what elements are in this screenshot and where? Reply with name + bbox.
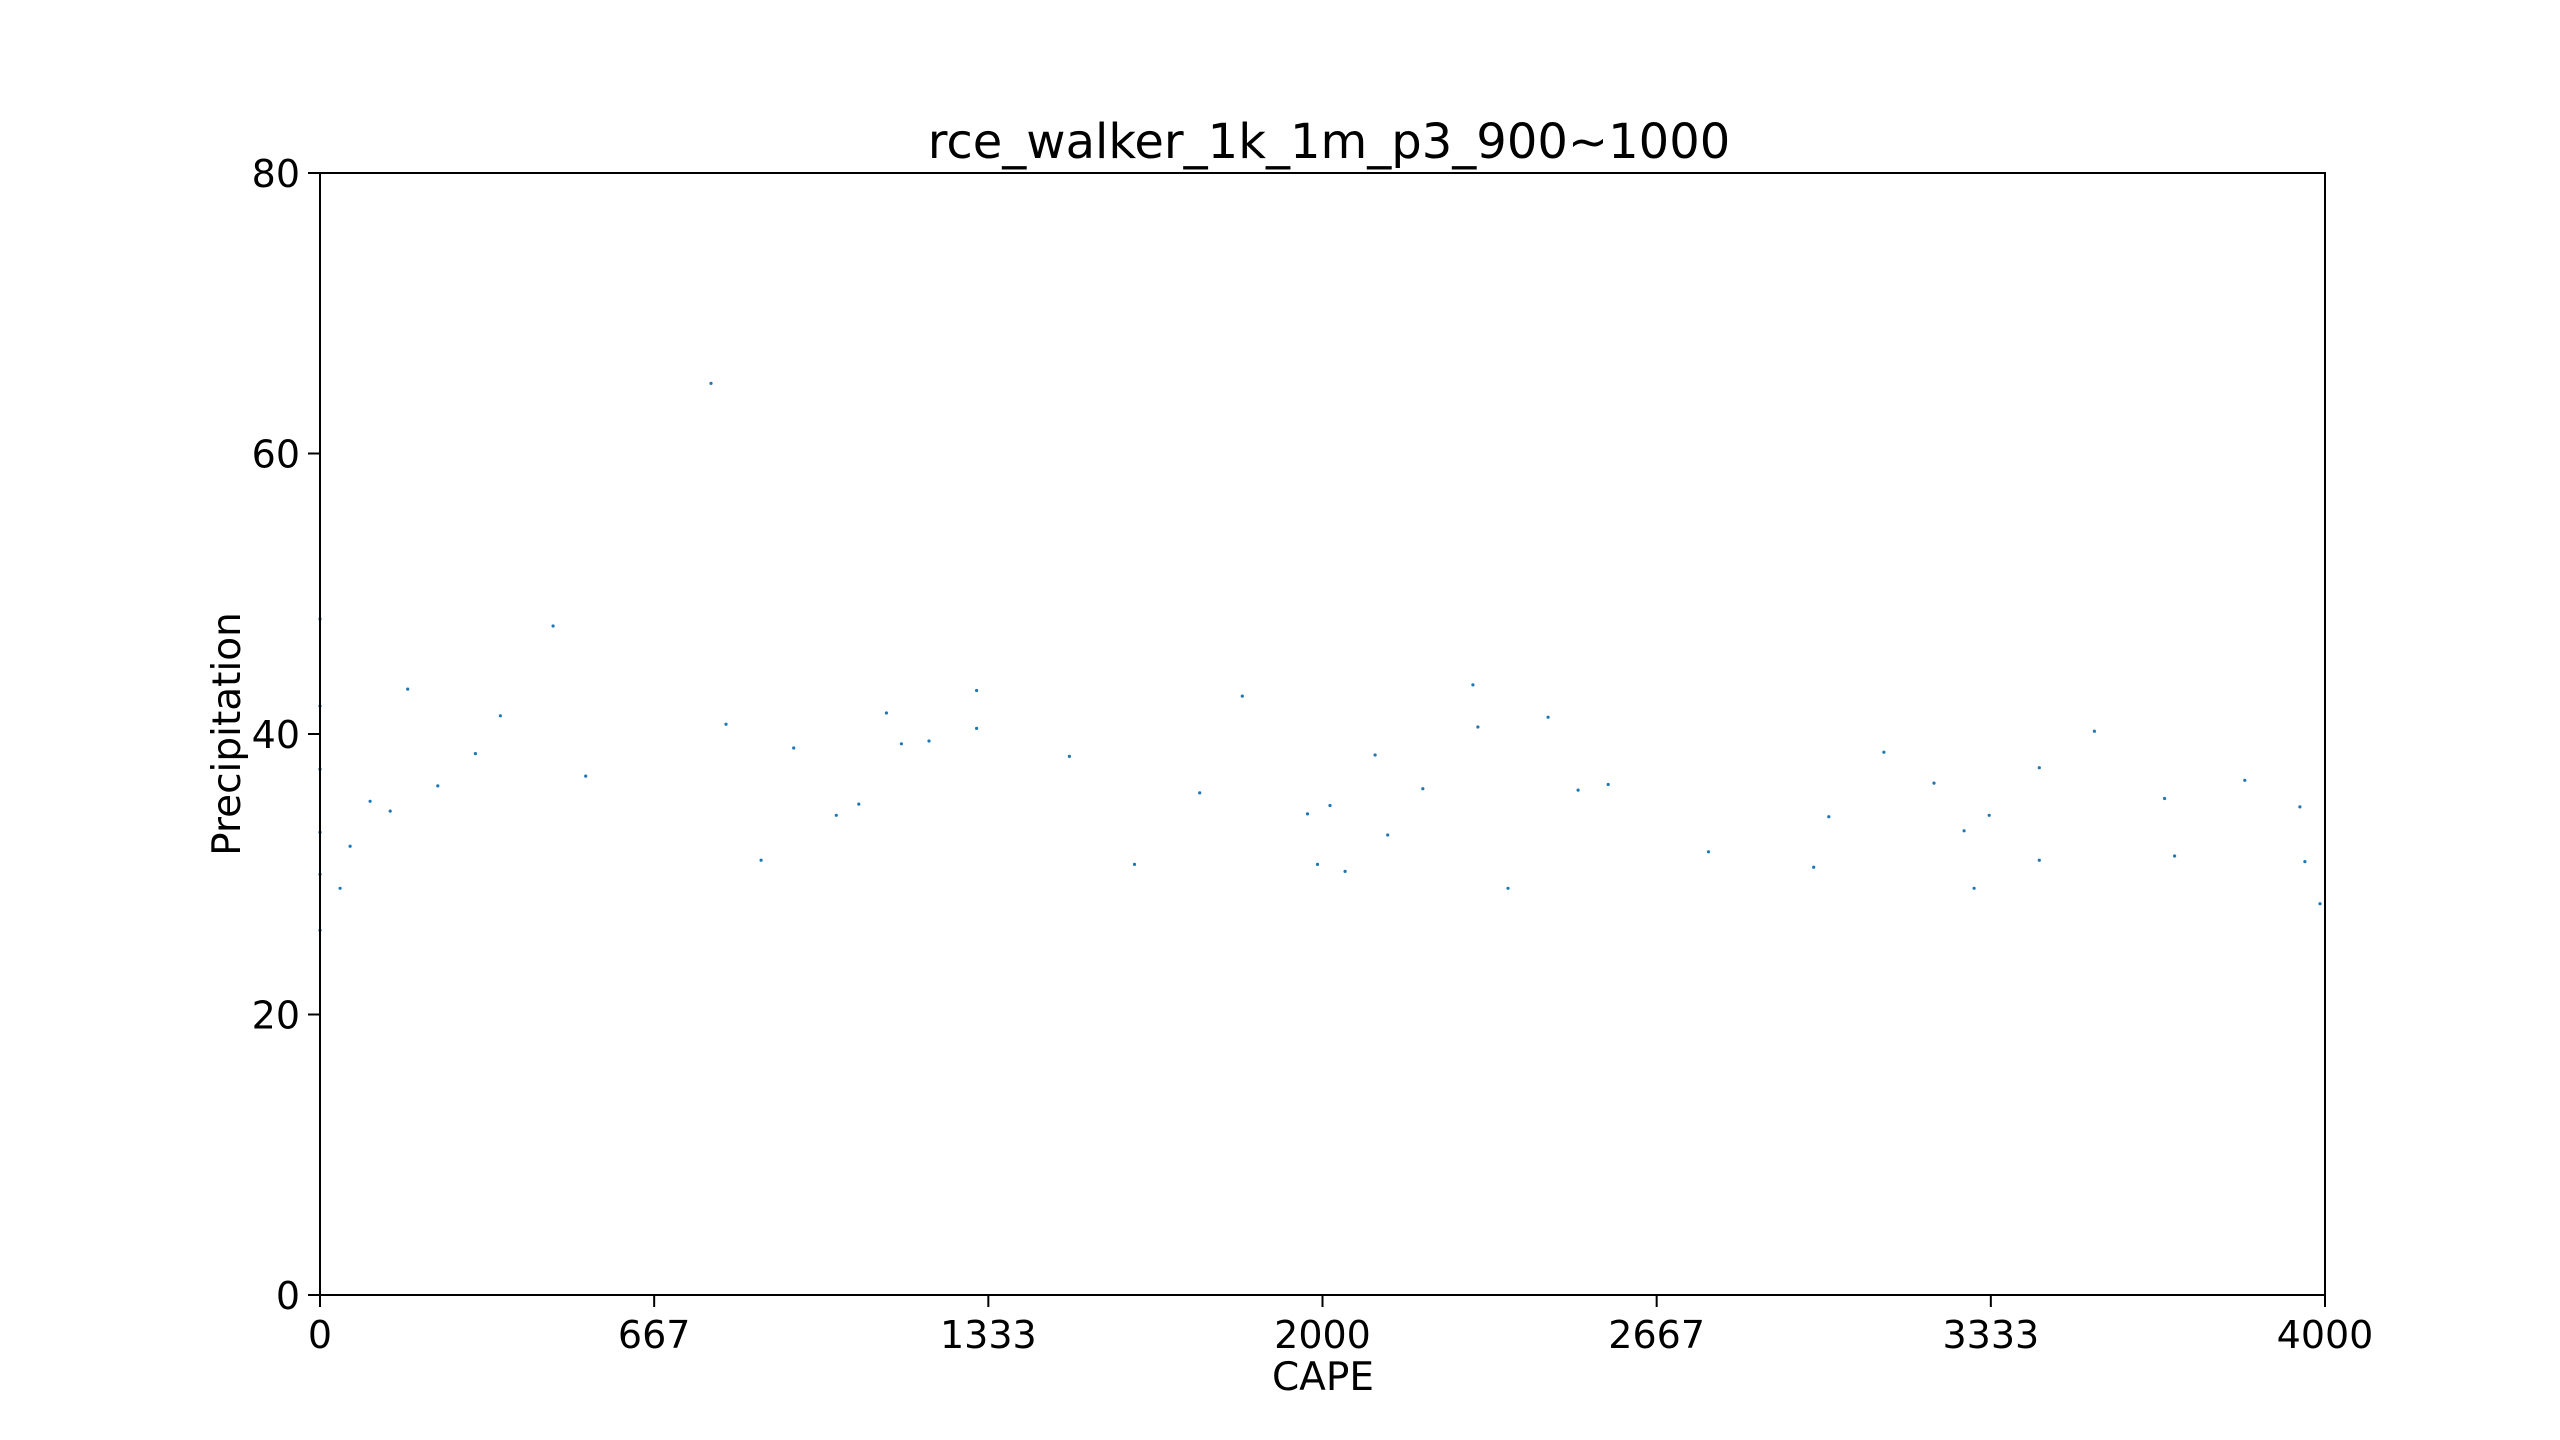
- y-tick-label: 60: [252, 433, 300, 477]
- data-point: [368, 799, 372, 803]
- data-point: [927, 739, 931, 743]
- data-point: [975, 688, 979, 693]
- data-point: [348, 844, 352, 848]
- data-point: [338, 886, 342, 890]
- data-point: [1972, 886, 1976, 890]
- data-point: [792, 746, 796, 750]
- data-point: [551, 624, 555, 628]
- data-point: [1546, 715, 1550, 719]
- data-point: [1506, 886, 1510, 890]
- data-point: [2298, 805, 2302, 809]
- data-point: [1576, 788, 1580, 792]
- data-point: [1343, 869, 1347, 874]
- data-point: [388, 809, 392, 813]
- y-tick-label: 40: [252, 713, 300, 757]
- data-point: [1962, 829, 1966, 833]
- data-point: [834, 813, 838, 817]
- data-point: [1882, 750, 1886, 754]
- data-point: [1471, 683, 1475, 687]
- data-point: [709, 381, 713, 385]
- data-point: [584, 774, 588, 778]
- data-point: [724, 722, 728, 726]
- x-tick-label: 0: [308, 1313, 332, 1357]
- data-point: [1706, 850, 1711, 854]
- data-point: [1386, 833, 1390, 837]
- data-point: [2037, 858, 2041, 862]
- x-tick-label: 2000: [1274, 1313, 1371, 1357]
- data-point: [1421, 787, 1425, 791]
- x-tick-label: 2667: [1608, 1313, 1705, 1357]
- data-point: [1987, 813, 1991, 817]
- data-point: [1812, 865, 1816, 869]
- data-point: [2243, 778, 2247, 782]
- data-point: [1932, 781, 1936, 785]
- x-tick-label: 4000: [2277, 1313, 2374, 1357]
- data-point: [975, 726, 979, 731]
- x-axis-label: CAPE: [1272, 1355, 1374, 1400]
- data-point: [2163, 796, 2167, 801]
- data-point: [1315, 862, 1320, 867]
- y-tick-label: 0: [276, 1274, 300, 1318]
- data-point: [2173, 854, 2177, 858]
- x-tick-label: 1333: [940, 1313, 1037, 1357]
- y-axis-ticks: 0 20 40 60 80: [252, 152, 320, 1318]
- data-point: [857, 802, 861, 806]
- data-point: [1067, 754, 1071, 759]
- data-point: [498, 714, 502, 718]
- data-point: [1476, 725, 1480, 729]
- data-point: [473, 752, 477, 756]
- data-point: [1240, 694, 1244, 698]
- data-point: [1305, 812, 1310, 816]
- data-point: [884, 711, 889, 715]
- data-point: [2318, 902, 2322, 906]
- data-point: [1373, 753, 1377, 757]
- y-tick-label: 20: [252, 994, 300, 1038]
- x-tick-label: 667: [618, 1313, 691, 1357]
- data-point: [2092, 729, 2096, 733]
- data-point: [1198, 791, 1202, 795]
- data-point: [436, 784, 440, 788]
- data-point: [406, 687, 410, 691]
- data-point: [1132, 862, 1137, 867]
- data-point: [2037, 766, 2041, 770]
- data-point: [1606, 782, 1610, 787]
- y-axis-label: Precipitation: [205, 612, 250, 856]
- x-tick-label: 3333: [1942, 1313, 2039, 1357]
- data-point: [2303, 860, 2307, 864]
- data-point: [759, 858, 763, 862]
- data-point: [1827, 815, 1831, 819]
- data-point: [1328, 803, 1332, 808]
- data-point: [899, 742, 904, 746]
- x-axis-ticks: 0 667 1333 2000 2667 3333 4000: [308, 1295, 2373, 1357]
- y-tick-label: 80: [252, 152, 300, 196]
- chart-title: rce_walker_1k_1m_p3_900~1000: [928, 114, 1731, 170]
